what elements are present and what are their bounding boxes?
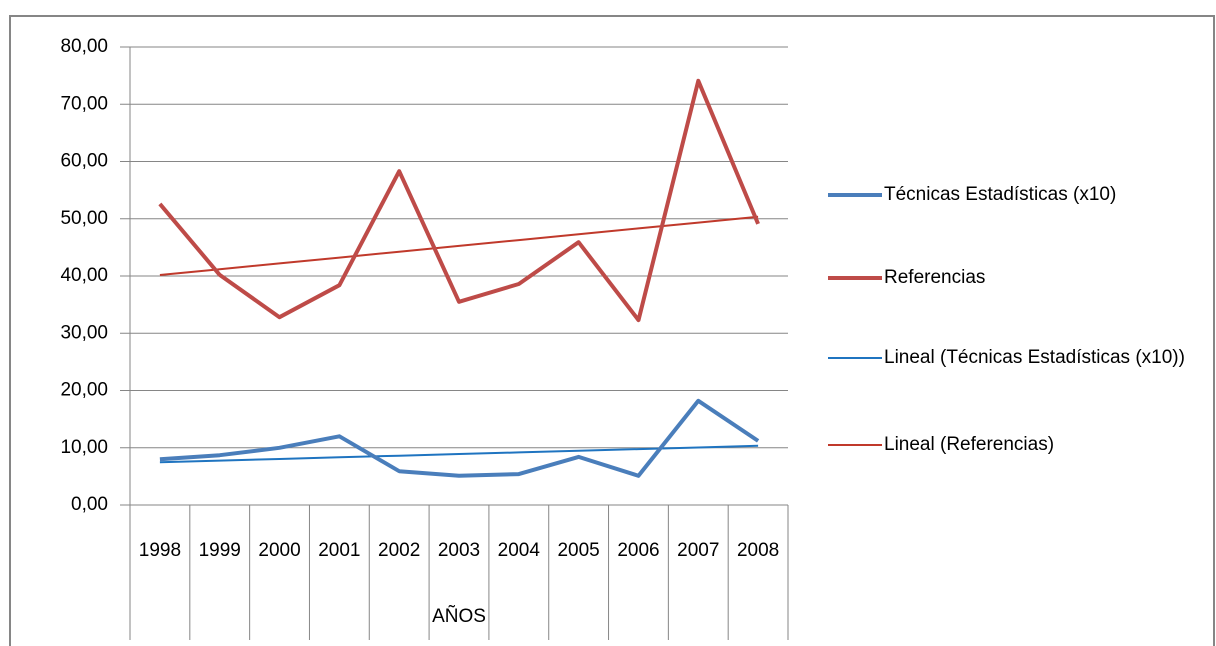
series-line bbox=[159, 398, 760, 478]
y-tick-label: 60,00 bbox=[60, 151, 108, 172]
legend-entry-box: Referencias bbox=[884, 267, 986, 288]
x-tick-label: 1999 bbox=[199, 540, 241, 561]
legend-entry-box: Técnicas Estadísticas (x10) bbox=[884, 184, 1117, 205]
legend-label: Lineal (Técnicas Estadísticas (x10)) bbox=[884, 347, 1185, 368]
x-tick-label: 2007 bbox=[677, 540, 719, 561]
x-tick-label: 2002 bbox=[378, 540, 420, 561]
legend-label: Técnicas Estadísticas (x10) bbox=[884, 184, 1117, 205]
legend-label: Lineal (Referencias) bbox=[884, 434, 1055, 455]
y-tick-label: 20,00 bbox=[60, 380, 108, 401]
y-tick-label: 0,00 bbox=[71, 494, 108, 515]
x-tick-label: 2008 bbox=[737, 540, 779, 561]
x-tick-label: 2005 bbox=[557, 540, 599, 561]
legend-entry-box: Lineal (Técnicas Estadísticas (x10)) bbox=[884, 347, 1185, 368]
x-tick-label: 2004 bbox=[498, 540, 541, 561]
y-tick-label: 40,00 bbox=[60, 265, 108, 286]
x-tick-label: 2006 bbox=[617, 540, 659, 561]
series-line bbox=[158, 78, 760, 323]
chart-border bbox=[9, 15, 1215, 646]
y-tick-label: 80,00 bbox=[60, 36, 108, 57]
x-tick-label: 1998 bbox=[139, 540, 181, 561]
series-line bbox=[159, 215, 759, 276]
x-tick-label: 2001 bbox=[318, 540, 360, 561]
x-tick-label: 2000 bbox=[258, 540, 300, 561]
y-tick-label: 70,00 bbox=[60, 93, 108, 114]
x-axis-title: AÑOS bbox=[432, 605, 486, 627]
legend-entry-box: Lineal (Referencias) bbox=[884, 434, 1055, 455]
y-tick-label: 30,00 bbox=[60, 322, 108, 343]
y-tick-label: 50,00 bbox=[60, 208, 108, 229]
y-tick-label: 10,00 bbox=[60, 437, 108, 458]
legend-label: Referencias bbox=[884, 267, 986, 288]
x-tick-label: 2003 bbox=[438, 540, 480, 561]
